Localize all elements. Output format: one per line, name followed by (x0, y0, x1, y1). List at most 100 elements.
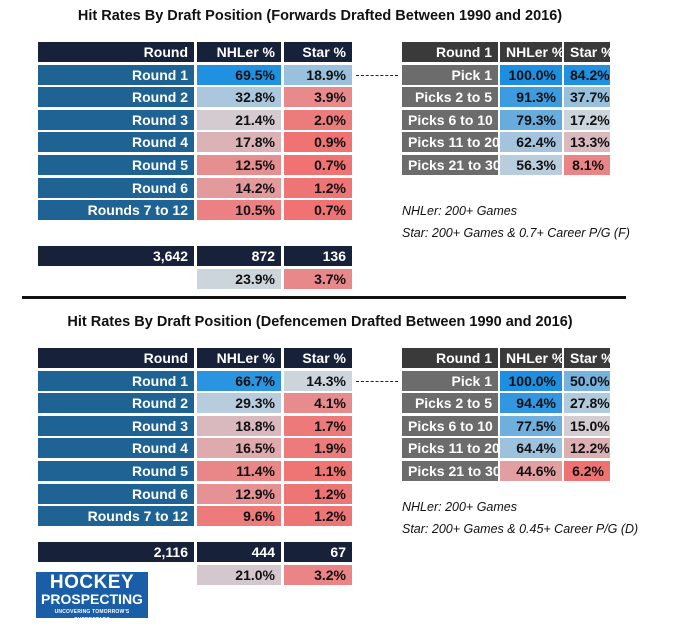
round1-header-1: NHLer % (500, 42, 562, 62)
star-pct-cell: 0.7% (284, 200, 352, 221)
round1-star-pct-cell: 12.2% (564, 438, 610, 459)
round1-header-2: Star % (564, 348, 610, 368)
total-nhler-count: 872 (197, 246, 281, 266)
pick-range-label: Picks 2 to 5 (402, 393, 498, 414)
nhler-pct-cell: 29.3% (197, 393, 281, 414)
pick-range-label: Pick 1 (402, 64, 498, 85)
round-label: Round 2 (38, 393, 194, 414)
nhler-definition-note: NHLer: 200+ Games (402, 500, 517, 514)
section-divider (22, 296, 626, 299)
round-label: Round 5 (38, 461, 194, 481)
pick-range-label: Picks 21 to 30 (402, 461, 498, 481)
nhler-pct-cell: 66.7% (197, 370, 281, 391)
round1-connector-line (356, 380, 398, 382)
round1-header-2: Star % (564, 42, 610, 62)
round-label: Round 4 (38, 132, 194, 153)
rounds-header-0: Round (38, 42, 194, 62)
round1-header-0: Round 1 (402, 348, 498, 368)
round1-nhler-pct-cell: 62.4% (500, 132, 562, 153)
nhler-pct-cell: 11.4% (197, 461, 281, 481)
defencemen-title: Hit Rates By Draft Position (Defencemen … (67, 314, 573, 330)
round1-star-pct-cell: 8.1% (564, 155, 610, 175)
rounds-header-1: NHLer % (197, 348, 281, 368)
star-pct-cell: 1.9% (284, 438, 352, 459)
pick-range-label: Picks 2 to 5 (402, 87, 498, 108)
round1-nhler-pct-cell: 56.3% (500, 155, 562, 175)
round1-header-1: NHLer % (500, 348, 562, 368)
star-pct-cell: 14.3% (284, 370, 352, 391)
nhler-pct-cell: 18.8% (197, 415, 281, 436)
defencemen-section: Hit Rates By Draft Position (Defencemen … (0, 306, 680, 606)
round1-star-pct-cell: 15.0% (564, 415, 610, 436)
round-label: Round 1 (38, 64, 194, 85)
total-nhler-count: 444 (197, 542, 281, 562)
star-pct-cell: 0.7% (284, 155, 352, 175)
star-pct-cell: 1.2% (284, 483, 352, 504)
round1-star-pct-cell: 17.2% (564, 109, 610, 130)
total-players-count: 2,116 (38, 542, 194, 562)
star-pct-cell: 1.2% (284, 177, 352, 198)
round-label: Round 1 (38, 370, 194, 391)
pick-range-label: Picks 11 to 20 (402, 132, 498, 153)
round-label: Round 6 (38, 483, 194, 504)
round1-nhler-pct-cell: 79.3% (500, 109, 562, 130)
star-pct-cell: 1.2% (284, 506, 352, 527)
total-star-count: 136 (284, 246, 352, 266)
nhler-pct-cell: 12.5% (197, 155, 281, 175)
total-players-count: 3,642 (38, 246, 194, 266)
round-label: Round 3 (38, 109, 194, 130)
logo-tagline: UNCOVERING TOMORROW'S SUPERSTARS (54, 609, 130, 623)
nhler-pct-cell: 14.2% (197, 177, 281, 198)
rounds-header-2: Star % (284, 348, 352, 368)
round1-connector-line (356, 74, 398, 76)
total-nhler-pct: 21.0% (197, 564, 281, 585)
round1-star-pct-cell: 84.2% (564, 64, 610, 85)
nhler-pct-cell: 9.6% (197, 506, 281, 527)
total-star-pct: 3.2% (284, 564, 352, 585)
hockey-prospecting-logo: HOCKEY PROSPECTING UNCOVERING TOMORROW'S… (36, 572, 148, 623)
round1-star-pct-cell: 50.0% (564, 370, 610, 391)
round-label: Round 6 (38, 177, 194, 198)
nhler-pct-cell: 32.8% (197, 87, 281, 108)
rounds-header-1: NHLer % (197, 42, 281, 62)
nhler-pct-cell: 16.5% (197, 438, 281, 459)
star-pct-cell: 1.1% (284, 461, 352, 481)
star-pct-cell: 3.9% (284, 87, 352, 108)
round1-nhler-pct-cell: 100.0% (500, 64, 562, 85)
round1-header-0: Round 1 (402, 42, 498, 62)
nhler-pct-cell: 10.5% (197, 200, 281, 221)
round1-star-pct-cell: 6.2% (564, 461, 610, 481)
pick-range-label: Picks 6 to 10 (402, 415, 498, 436)
round1-nhler-pct-cell: 77.5% (500, 415, 562, 436)
total-star-count: 67 (284, 542, 352, 562)
round1-star-pct-cell: 37.7% (564, 87, 610, 108)
nhler-pct-cell: 12.9% (197, 483, 281, 504)
round-label: Rounds 7 to 12 (38, 200, 194, 221)
round-label: Rounds 7 to 12 (38, 506, 194, 527)
pick-range-label: Picks 11 to 20 (402, 438, 498, 459)
round1-nhler-pct-cell: 91.3% (500, 87, 562, 108)
forwards-title: Hit Rates By Draft Position (Forwards Dr… (77, 8, 563, 24)
logo-line2: PROSPECTING (41, 591, 143, 607)
star-pct-cell: 2.0% (284, 109, 352, 130)
logo-line1: HOCKEY (49, 572, 135, 593)
round1-nhler-pct-cell: 44.6% (500, 461, 562, 481)
round1-nhler-pct-cell: 100.0% (500, 370, 562, 391)
nhler-definition-note: NHLer: 200+ Games (402, 204, 517, 218)
pick-range-label: Pick 1 (402, 370, 498, 391)
rounds-header-0: Round (38, 348, 194, 368)
round1-nhler-pct-cell: 64.4% (500, 438, 562, 459)
round1-star-pct-cell: 27.8% (564, 393, 610, 414)
forwards-section: Hit Rates By Draft Position (Forwards Dr… (0, 0, 680, 300)
round-label: Round 3 (38, 415, 194, 436)
nhler-pct-cell: 21.4% (197, 109, 281, 130)
nhler-pct-cell: 17.8% (197, 132, 281, 153)
star-pct-cell: 4.1% (284, 393, 352, 414)
total-nhler-pct: 23.9% (197, 268, 281, 289)
total-star-pct: 3.7% (284, 268, 352, 289)
star-definition-note: Star: 200+ Games & 0.45+ Career P/G (D) (402, 522, 639, 536)
pick-range-label: Picks 6 to 10 (402, 109, 498, 130)
round1-star-pct-cell: 13.3% (564, 132, 610, 153)
pick-range-label: Picks 21 to 30 (402, 155, 498, 175)
round-label: Round 4 (38, 438, 194, 459)
